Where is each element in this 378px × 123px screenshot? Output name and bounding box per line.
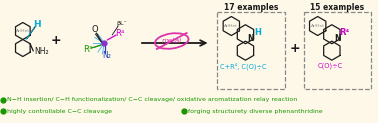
Text: R⁴: R⁴ (115, 30, 125, 38)
Text: Ar/Het: Ar/Het (224, 24, 238, 28)
Text: R³: R³ (83, 45, 92, 54)
Text: Ar/Het: Ar/Het (16, 29, 30, 33)
Text: H: H (33, 20, 41, 29)
Text: metal: metal (162, 38, 182, 44)
Text: +: + (50, 33, 61, 46)
Text: O: O (91, 24, 98, 33)
Text: C(O)÷C: C(O)÷C (317, 63, 342, 69)
Text: C+R⁴, C(O)÷C: C+R⁴, C(O)÷C (220, 62, 267, 70)
Text: N: N (334, 34, 340, 43)
Text: 17 examples: 17 examples (224, 3, 278, 13)
Bar (217, 12, 285, 89)
Text: H: H (254, 28, 261, 37)
Text: NH₂: NH₂ (34, 47, 49, 56)
Text: 15 examples: 15 examples (310, 3, 365, 13)
Text: N: N (248, 34, 254, 43)
Text: N−H insertion/ C−H functionalization/ C−C cleavage/ oxidative aromatization rela: N−H insertion/ C−H functionalization/ C−… (7, 98, 297, 102)
Text: Ar/Het: Ar/Het (311, 24, 325, 28)
Bar (304, 12, 371, 89)
Text: highly controllable C−C cleavage: highly controllable C−C cleavage (7, 108, 112, 114)
Text: forging structurety diverse phenanthridine: forging structurety diverse phenanthridi… (187, 108, 322, 114)
Text: N₂: N₂ (102, 52, 111, 61)
Text: +: + (290, 41, 300, 54)
Text: R⁴: R⁴ (339, 28, 349, 37)
Text: βL⁻: βL⁻ (117, 21, 127, 25)
